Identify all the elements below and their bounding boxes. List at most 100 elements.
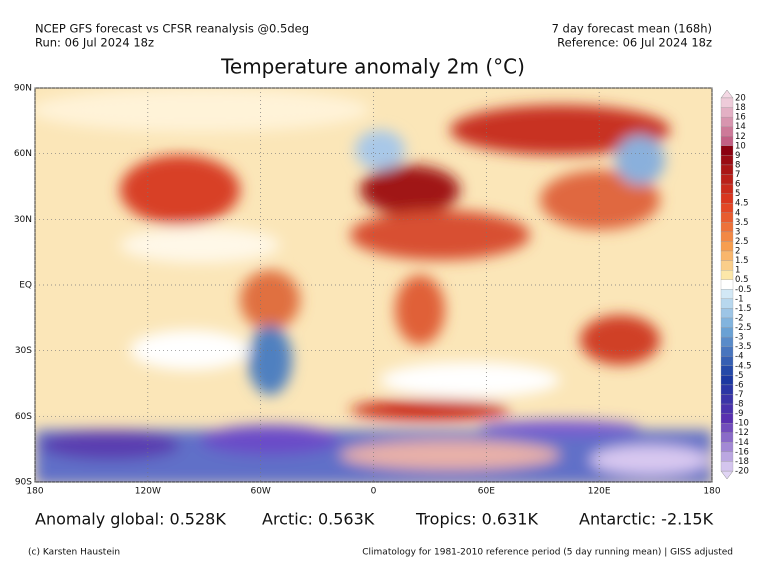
note: Climatology for 1981-2010 reference peri… [362, 548, 733, 558]
colorbar-label: 20 [735, 94, 746, 104]
colorbar-label: 1 [735, 266, 740, 276]
stat: Arctic: 0.563K [262, 510, 375, 529]
colorbar-segment [720, 403, 734, 414]
colorbar-label: -4 [735, 352, 743, 362]
lon-label: 180 [26, 487, 43, 497]
colorbar-segment [720, 327, 734, 338]
header-line: Reference: 06 Jul 2024 18z [557, 36, 712, 50]
colorbar-segment [720, 375, 734, 386]
lon-label: 180 [703, 487, 720, 497]
colorbar-label: 4 [735, 208, 740, 218]
colorbar-label: -9 [735, 409, 743, 419]
colorbar-cap [720, 470, 734, 480]
colorbar-label: -10 [735, 419, 749, 429]
colorbar-label: 14 [735, 122, 746, 132]
colorbar-segment [720, 413, 734, 424]
lat-label: 30N [14, 215, 32, 225]
colorbar-label: 12 [735, 132, 746, 142]
colorbar-segment [720, 126, 734, 137]
colorbar-label: 2 [735, 247, 740, 257]
colorbar-label: 7 [735, 170, 740, 180]
colorbar-segment [720, 116, 734, 127]
colorbar-label: 18 [735, 103, 746, 113]
colorbar-segment [720, 365, 734, 376]
colorbar-segment [720, 346, 734, 357]
colorbar-label: -8 [735, 400, 743, 410]
colorbar-label: 2.5 [735, 237, 749, 247]
lat-label: 30S [15, 346, 32, 356]
colorbar-segment [720, 423, 734, 433]
stat: Tropics: 0.631K [415, 510, 538, 529]
colorbar-label: -14 [735, 438, 749, 448]
colorbar-segment [720, 356, 734, 366]
colorbar-segment [720, 394, 734, 405]
colorbar-label: -3 [735, 333, 743, 343]
title: Temperature anomaly 2m (°C) [220, 55, 525, 79]
colorbar-label: -1.5 [735, 304, 752, 314]
colorbar-label: -18 [735, 457, 749, 467]
colorbar-segment [720, 212, 734, 223]
lon-label: 0 [371, 487, 377, 497]
colorbar-segment [720, 308, 734, 319]
colorbar-label: -2 [735, 313, 743, 323]
colorbar-segment [720, 279, 734, 290]
colorbar-segment [720, 107, 734, 118]
colorbar-label: -12 [735, 428, 749, 438]
colorbar-label: 3.5 [735, 218, 749, 228]
colorbar-segment [720, 136, 734, 146]
lon-label: 60W [250, 487, 270, 497]
lon-label: 60E [478, 487, 495, 497]
colorbar-label: -7 [735, 390, 743, 400]
colorbar-label: 0.5 [735, 275, 749, 285]
colorbar-label: 10 [735, 141, 746, 151]
colorbar-label: -2.5 [735, 323, 752, 333]
colorbar-segment [720, 241, 734, 252]
colorbar-segment [720, 289, 734, 299]
colorbar-label: 9 [735, 151, 740, 161]
colorbar-segment [720, 384, 734, 395]
colorbar-segment [720, 432, 734, 443]
header-line: Run: 06 Jul 2024 18z [35, 36, 154, 50]
colorbar-segment [720, 164, 734, 175]
colorbar-segment [720, 461, 734, 472]
colorbar-label: -3.5 [735, 342, 752, 352]
lon-label: 120E [588, 487, 611, 497]
lat-label: 90N [14, 84, 32, 94]
lat-label: 60N [14, 149, 32, 159]
colorbar-label: -0.5 [735, 285, 752, 295]
colorbar-segment [720, 203, 734, 213]
stat: Antarctic: -2.15K [579, 510, 714, 529]
colorbar-segment [720, 183, 734, 194]
stat: Anomaly global: 0.528K [35, 510, 226, 529]
colorbar-segment [720, 155, 734, 166]
colorbar-segment [720, 270, 734, 280]
colorbar-label: 4.5 [735, 199, 749, 209]
colorbar-segment [720, 451, 734, 462]
colorbar-segment [720, 442, 734, 453]
colorbar-segment [720, 145, 734, 156]
colorbar-segment [720, 193, 734, 204]
colorbar-segment [720, 260, 734, 271]
colorbar-label: -20 [735, 467, 749, 477]
colorbar-label: -5 [735, 371, 743, 381]
colorbar-segment [720, 336, 734, 347]
colorbar-label: -1 [735, 294, 743, 304]
colorbar-segment [720, 317, 734, 328]
colorbar-label: -4.5 [735, 361, 752, 371]
colorbar-label: 3 [735, 227, 740, 237]
header-line: NCEP GFS forecast vs CFSR reanalysis @0.… [35, 22, 309, 36]
map [35, 88, 712, 482]
lon-label: 120W [135, 487, 161, 497]
colorbar-label: 1.5 [735, 256, 749, 266]
colorbar-segment [720, 174, 734, 185]
colorbar-segment [720, 250, 734, 261]
credit: (c) Karsten Haustein [28, 548, 120, 558]
colorbar-label: 5 [735, 189, 740, 199]
colorbar-label: 8 [735, 160, 740, 170]
lat-label: 60S [15, 412, 32, 422]
colorbar-cap [720, 89, 734, 99]
colorbar-segment [720, 97, 734, 108]
colorbar-segment [720, 222, 734, 233]
colorbar-label: 16 [735, 113, 746, 123]
